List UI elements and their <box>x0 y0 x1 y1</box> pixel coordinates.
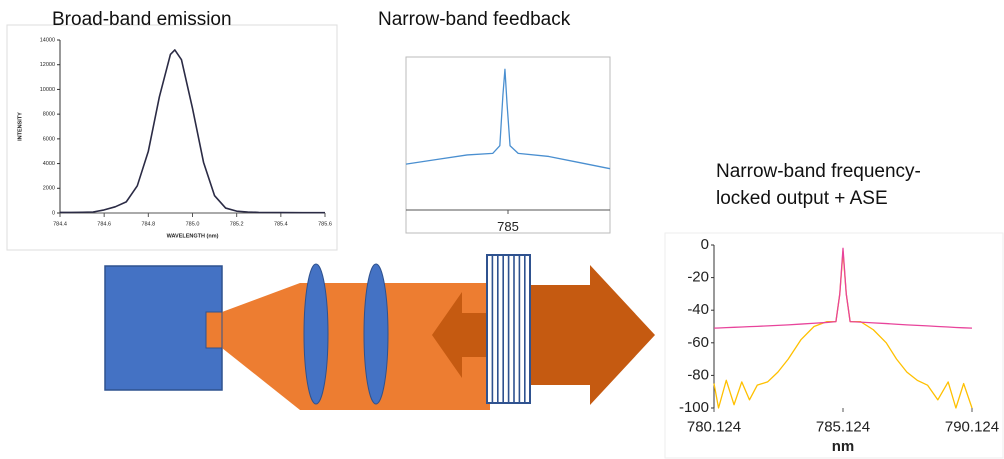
y-tick-label: 0 <box>701 236 709 253</box>
x-tick-label: 784.8 <box>141 221 155 227</box>
y-tick-label: 8000 <box>43 112 55 118</box>
chart-title: Broad-band emission <box>52 9 232 30</box>
x-axis-label: WAVELENGTH (nm) <box>167 233 219 239</box>
laser-diode <box>104 265 223 391</box>
chart-title: Narrow-band feedback <box>378 9 571 30</box>
y-tick-label: 0 <box>52 210 55 216</box>
chart-title: Narrow-band frequency-locked output + AS… <box>716 161 921 209</box>
y-tick-label: 10000 <box>40 87 55 93</box>
grating <box>486 254 531 404</box>
x-tick-label: 785.124 <box>816 418 870 435</box>
lens <box>363 263 389 405</box>
chart-frame <box>664 232 1004 459</box>
x-tick-label: 785 <box>497 219 519 234</box>
lens <box>303 263 329 405</box>
x-tick-label: 785.2 <box>230 221 244 227</box>
y-tick-label: -20 <box>687 269 709 286</box>
emitter <box>205 311 223 349</box>
feedback-arrow <box>432 292 490 378</box>
y-tick-label: -80 <box>687 366 709 383</box>
x-tick-label: 784.6 <box>97 221 111 227</box>
y-tick-label: 14000 <box>40 37 55 43</box>
x-tick-label: 784.4 <box>53 221 67 227</box>
x-tick-label: 785.4 <box>274 221 288 227</box>
y-tick-label: -40 <box>687 301 709 318</box>
beam <box>222 283 490 410</box>
x-tick-label: 785.0 <box>186 221 200 227</box>
y-tick-label: 2000 <box>43 186 55 192</box>
y-tick-label: -60 <box>687 334 709 351</box>
y-tick-label: -100 <box>679 399 709 416</box>
y-tick-label: 12000 <box>40 62 55 68</box>
x-tick-label: 785.6 <box>318 221 332 227</box>
chart-frame <box>6 24 338 251</box>
series-line <box>60 49 325 214</box>
chart-frame <box>405 56 611 234</box>
series-line <box>713 247 973 329</box>
output-arrow <box>530 265 655 405</box>
x-tick-label: 790.124 <box>945 418 999 435</box>
y-tick-label: 6000 <box>43 136 55 142</box>
x-tick-label: 780.124 <box>687 418 741 435</box>
y-axis-label: INTENSITY <box>17 112 23 141</box>
series-line <box>405 68 611 170</box>
x-axis-label: nm <box>832 438 855 455</box>
y-tick-label: 4000 <box>43 161 55 167</box>
